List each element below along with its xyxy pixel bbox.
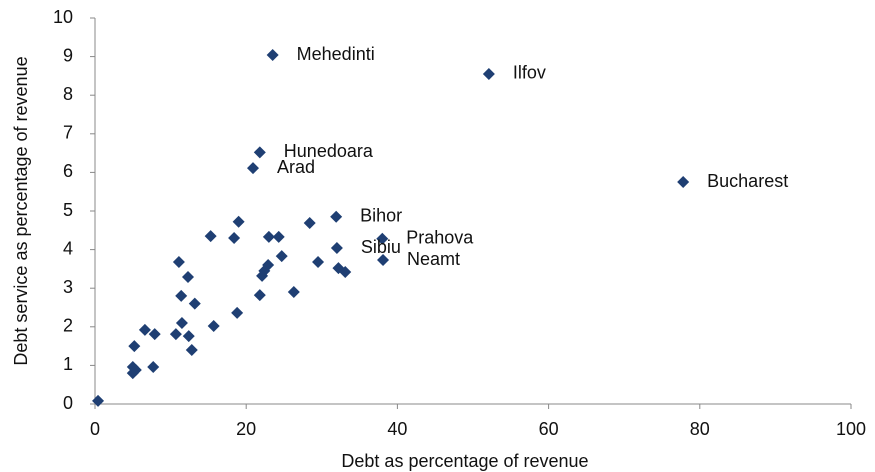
- point: [92, 394, 105, 407]
- point: [330, 242, 343, 255]
- point-label: Hunedoara: [284, 141, 374, 161]
- point: [188, 297, 201, 310]
- x-tick-label: 60: [539, 419, 559, 439]
- point-label: Prahova: [406, 228, 474, 248]
- point: [175, 289, 188, 302]
- point: [253, 289, 266, 302]
- y-tick-label: 10: [53, 7, 73, 27]
- point-label: Mehedinti: [297, 44, 375, 64]
- point: [272, 230, 285, 243]
- point: [275, 250, 288, 263]
- point: [339, 265, 352, 278]
- point: [182, 330, 195, 343]
- point: [207, 320, 220, 333]
- y-tick-label: 7: [63, 123, 73, 143]
- x-tick-label: 0: [90, 419, 100, 439]
- point-label: Neamt: [407, 249, 460, 269]
- point: [181, 271, 194, 284]
- point: [185, 343, 198, 356]
- point-label: Bucharest: [707, 171, 788, 191]
- point: [376, 232, 389, 245]
- y-tick-label: 6: [63, 161, 73, 181]
- point: [262, 230, 275, 243]
- point: [677, 176, 690, 189]
- point-label: Ilfov: [513, 63, 546, 83]
- point-label: Arad: [277, 157, 315, 177]
- point: [287, 286, 300, 299]
- point: [204, 230, 217, 243]
- y-tick-label: 4: [63, 238, 73, 258]
- point: [172, 255, 185, 268]
- x-tick-label: 20: [236, 419, 256, 439]
- point: [128, 340, 141, 353]
- point: [247, 162, 260, 175]
- x-tick-label: 80: [690, 419, 710, 439]
- point: [330, 210, 343, 223]
- x-tick-label: 100: [836, 419, 866, 439]
- point: [303, 216, 316, 229]
- point: [266, 49, 279, 62]
- point-label: Sibiu: [361, 237, 401, 257]
- y-tick-label: 0: [63, 393, 73, 413]
- y-tick-label: 5: [63, 200, 73, 220]
- point: [129, 364, 142, 377]
- point: [253, 146, 266, 159]
- point: [231, 306, 244, 319]
- y-tick-label: 3: [63, 277, 73, 297]
- point: [312, 255, 325, 268]
- point: [148, 328, 161, 341]
- point: [262, 259, 275, 272]
- point: [147, 360, 160, 373]
- y-tick-label: 1: [63, 354, 73, 374]
- point: [377, 254, 390, 267]
- point: [169, 328, 182, 341]
- y-axis-label: Debt service as percentage of revenue: [11, 56, 31, 365]
- point: [138, 323, 151, 336]
- x-tick-label: 40: [387, 419, 407, 439]
- y-tick-label: 8: [63, 84, 73, 104]
- point-label: Bihor: [360, 206, 402, 226]
- point: [228, 232, 241, 245]
- y-tick-label: 9: [63, 45, 73, 65]
- point: [482, 67, 495, 80]
- point: [232, 215, 245, 228]
- y-tick-label: 2: [63, 316, 73, 336]
- point: [175, 316, 188, 329]
- x-axis-label: Debt as percentage of revenue: [341, 451, 588, 471]
